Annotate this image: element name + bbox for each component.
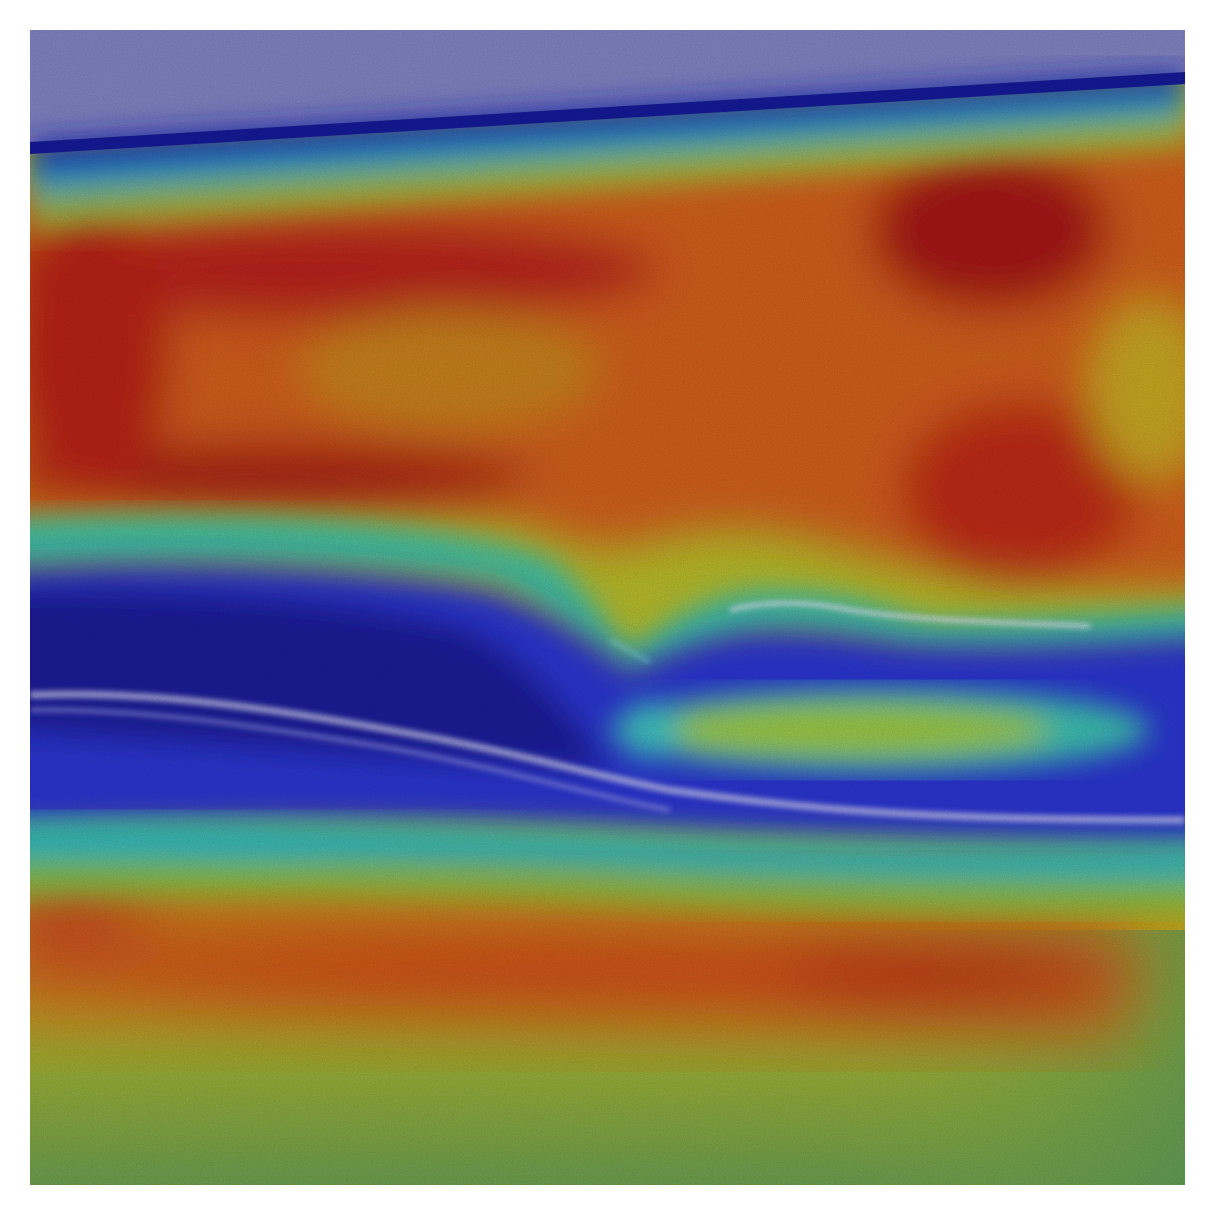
heatmap-overlay (30, 30, 1185, 1185)
speckle-noise (30, 30, 1185, 1185)
oct-heatmap-image (30, 30, 1185, 1185)
